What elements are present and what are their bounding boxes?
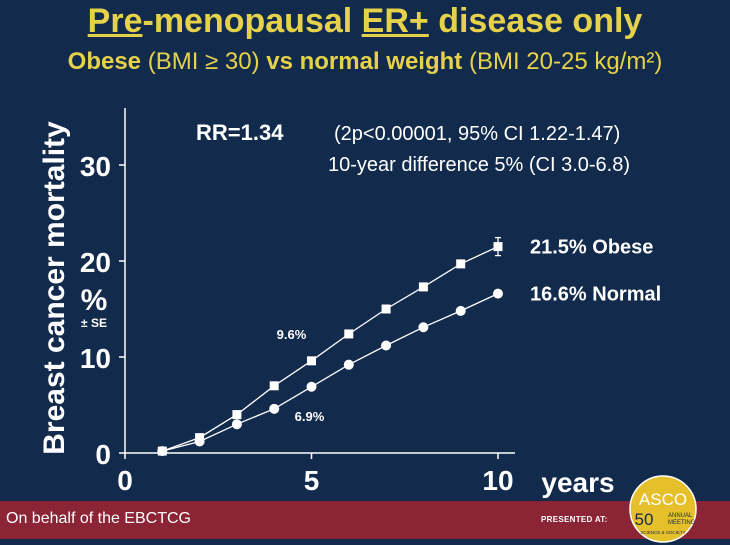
- series-end-label-normal: 16.6% Normal: [530, 284, 661, 306]
- series-line-obese: [162, 246, 499, 452]
- rr-ci: (2p<0.00001, 95% CI 1.22-1.47): [334, 123, 620, 145]
- footer-bar: On behalf of the EBCTCG PRESENTED AT:: [0, 501, 730, 539]
- point-obese: [381, 304, 391, 314]
- series-end-label-obese: 21.5% Obese: [530, 237, 653, 259]
- subtitle-obese-def: (BMI ≥ 30): [141, 48, 267, 75]
- asco-logo-tagline: SCIENCE & SOCIETY: [640, 530, 685, 535]
- point-normal: [381, 340, 392, 351]
- annotation-normal-5yr: 6.9%: [295, 409, 325, 424]
- point-obese: [232, 410, 242, 420]
- title-part-menopausal: -menopausal: [142, 2, 362, 40]
- presented-at-label: PRESENTED AT:: [541, 515, 608, 524]
- asco-logo: ASCO 50 ANNUAL MEETING SCIENCE & SOCIETY: [629, 475, 697, 543]
- point-normal: [157, 446, 168, 457]
- y-tick-label: 30: [80, 151, 111, 182]
- series-labels: 21.5% Obese 16.6% Normal 9.6% 6.9%: [277, 237, 661, 424]
- asco-logo-annual: ANNUAL: [668, 513, 693, 519]
- point-normal: [306, 381, 317, 392]
- title-part-pre: Pre: [87, 2, 143, 40]
- point-obese: [456, 259, 466, 269]
- series-markers: [157, 236, 503, 457]
- subtitle-obese: Obese: [67, 48, 142, 75]
- point-normal: [194, 436, 205, 447]
- y-axis-label: Breast cancer mortality: [38, 121, 71, 455]
- y-tick-label: 10: [80, 343, 111, 374]
- point-obese: [307, 356, 316, 366]
- point-obese: [418, 282, 428, 292]
- subtitle-vs: vs normal weight: [266, 48, 463, 75]
- rr-value: RR=1.34: [196, 120, 284, 145]
- annotation-obese-5yr: 9.6%: [277, 327, 307, 342]
- y-axis-unit: %: [81, 284, 108, 317]
- x-tick-label: 10: [482, 465, 513, 496]
- x-tick-label: 5: [304, 465, 320, 496]
- slide-title: Pre-menopausal ER+ disease only: [0, 2, 730, 41]
- x-tick-label: 0: [117, 465, 133, 496]
- x-axis-label: years: [541, 467, 614, 498]
- point-normal: [343, 359, 354, 370]
- point-obese: [269, 381, 279, 391]
- slide-subtitle: Obese (BMI ≥ 30) vs normal weight (BMI 2…: [0, 48, 730, 76]
- footer-text: On behalf of the EBCTCG: [6, 510, 191, 527]
- title-part-disease: disease only: [428, 2, 643, 40]
- title-part-er: ER+: [361, 2, 429, 40]
- point-normal: [493, 288, 503, 299]
- y-tick-label: 0: [95, 439, 111, 470]
- y-tick-label: 20: [80, 247, 111, 278]
- point-normal: [231, 419, 242, 430]
- point-normal: [269, 403, 280, 414]
- point-normal: [418, 322, 429, 333]
- series-line-normal: [162, 293, 499, 452]
- asco-logo-name: ASCO: [639, 490, 687, 509]
- axis-ticks: 0 10 20 30 0 5 10: [80, 151, 514, 496]
- point-obese: [344, 329, 354, 339]
- asco-logo-meeting: MEETING: [668, 520, 696, 526]
- series-lines: [162, 246, 499, 452]
- asco-logo-50: 50: [635, 510, 654, 529]
- point-normal: [455, 305, 466, 316]
- ten-year-difference: 10-year difference 5% (CI 3.0-6.8): [328, 154, 630, 176]
- subtitle-normal-def: (BMI 20-25 kg/m²): [462, 48, 663, 75]
- y-axis-unit-sub: ± SE: [81, 316, 107, 330]
